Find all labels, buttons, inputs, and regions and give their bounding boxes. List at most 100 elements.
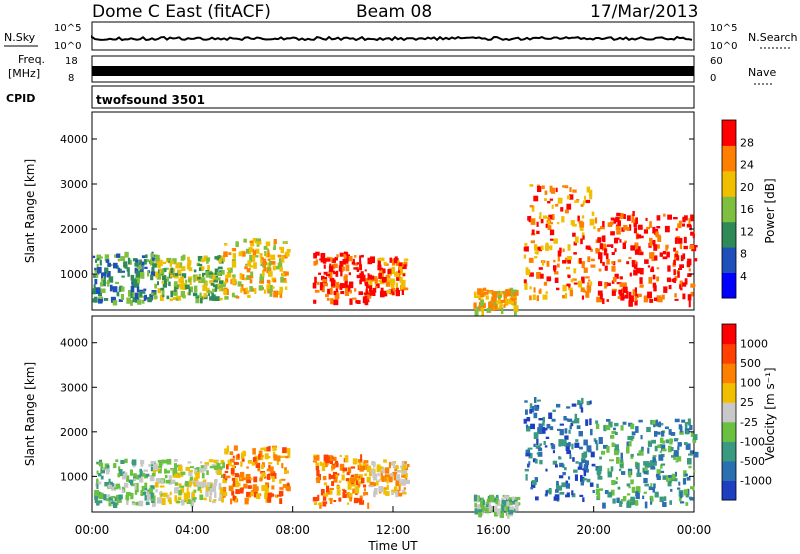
echo-cell	[233, 445, 238, 451]
echo-cell	[524, 400, 528, 403]
echo-cell	[201, 472, 205, 479]
echo-cell	[586, 469, 589, 473]
echo-cell	[92, 298, 96, 303]
echo-cell	[579, 258, 582, 264]
echo-cell	[223, 283, 226, 288]
echo-cell	[566, 283, 571, 287]
echo-cell	[230, 498, 233, 505]
echo-cell	[210, 283, 215, 286]
echo-cell	[112, 300, 118, 306]
echo-cell	[265, 241, 271, 247]
echo-cell	[333, 271, 338, 275]
echo-cell	[329, 458, 334, 464]
echo-cell	[334, 256, 338, 261]
echo-cell	[329, 487, 334, 490]
echo-cell	[485, 295, 489, 300]
echo-cell	[616, 497, 620, 503]
echo-cell	[235, 478, 238, 483]
echo-cell	[478, 305, 482, 310]
echo-cell	[187, 260, 192, 265]
nsky-label: N.Sky	[4, 31, 36, 44]
echo-cell	[155, 488, 158, 493]
echo-cell	[558, 485, 562, 491]
echo-cell	[678, 268, 682, 270]
echo-cell	[248, 248, 252, 254]
colorbar-tick-label: 25	[740, 396, 754, 409]
echo-cell	[222, 255, 226, 262]
echo-cell	[398, 262, 403, 267]
echo-cell	[93, 296, 98, 303]
echo-cell	[259, 456, 264, 461]
echo-cell	[626, 493, 631, 496]
echo-cell	[602, 502, 606, 509]
echo-cell	[377, 257, 381, 262]
echo-cell	[199, 467, 204, 473]
echo-cell	[607, 491, 613, 498]
echo-cell	[659, 450, 662, 454]
echo-cell	[611, 480, 616, 486]
echo-cell	[389, 257, 393, 263]
echo-cell	[640, 448, 644, 452]
echo-cell	[180, 290, 186, 297]
echo-cell	[654, 255, 658, 261]
echo-cell	[567, 257, 571, 264]
echo-cell	[661, 463, 666, 466]
echo-cell	[631, 486, 636, 494]
echo-cell	[686, 493, 689, 498]
echo-cell	[140, 261, 145, 266]
echo-cell	[203, 255, 208, 262]
echo-cell	[312, 460, 317, 463]
echo-cell	[683, 489, 688, 496]
echo-cell	[157, 281, 159, 286]
echo-cell	[637, 246, 641, 252]
echo-cell	[262, 269, 265, 277]
echo-cell	[187, 278, 192, 283]
echo-cell	[207, 257, 211, 262]
echo-cell	[580, 261, 585, 265]
echo-cell	[210, 280, 214, 286]
echo-cell	[181, 499, 185, 506]
echo-cell	[363, 460, 369, 464]
colorbar-swatch	[722, 382, 736, 403]
echo-cell	[566, 450, 571, 455]
echo-cell	[249, 241, 254, 244]
echo-cell	[567, 442, 571, 447]
echo-cell	[385, 274, 391, 279]
echo-cell	[97, 481, 102, 485]
echo-cell	[383, 488, 386, 495]
echo-cell	[315, 251, 320, 256]
echo-cell	[367, 294, 372, 299]
echo-cell	[562, 260, 567, 264]
echo-cell	[536, 452, 539, 455]
echo-cell	[343, 276, 348, 281]
echo-cell	[679, 244, 683, 250]
echo-cell	[172, 268, 176, 272]
echo-cell	[331, 259, 336, 263]
echo-cell	[565, 418, 569, 421]
echo-cell	[182, 283, 188, 290]
echo-cell	[673, 217, 678, 220]
echo-cell	[524, 283, 528, 290]
echo-cell	[587, 282, 590, 286]
echo-cell	[652, 487, 655, 493]
echo-cell	[150, 274, 154, 281]
echo-cell	[237, 482, 241, 487]
echo-cell	[228, 267, 233, 273]
echo-cell	[655, 419, 658, 426]
echo-cell	[537, 427, 542, 435]
echo-cell	[588, 189, 593, 196]
echo-cell	[134, 292, 139, 300]
echo-cell	[110, 296, 116, 302]
echo-cell	[270, 260, 276, 265]
echo-cell	[401, 475, 406, 478]
echo-cell	[247, 260, 252, 267]
echo-cell	[537, 186, 542, 192]
echo-cell	[385, 491, 390, 496]
echo-cell	[160, 493, 165, 496]
echo-cell	[617, 296, 621, 299]
echo-cell	[552, 460, 558, 465]
echo-cell	[177, 483, 182, 486]
echo-cell	[545, 490, 548, 496]
echo-cell	[218, 466, 223, 470]
echo-cell	[525, 269, 531, 276]
